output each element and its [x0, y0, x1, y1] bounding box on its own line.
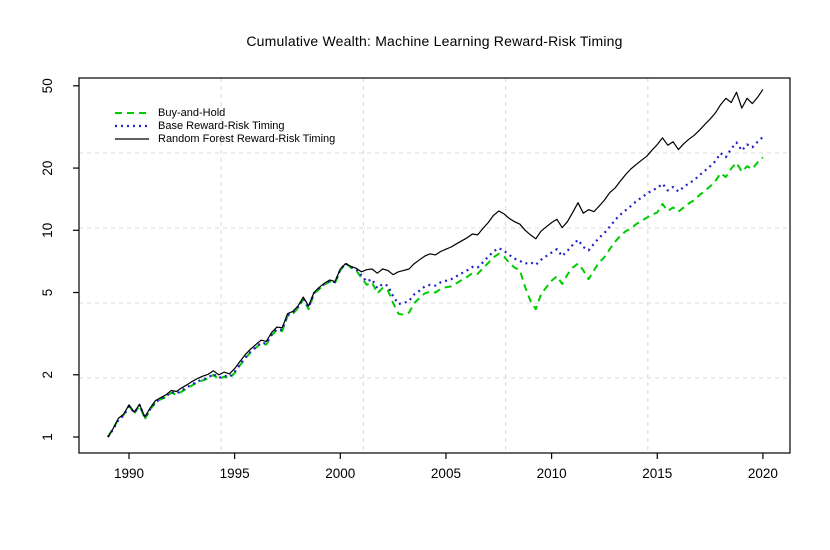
legend-line-icon-buy-and-hold [115, 111, 149, 114]
y-tick-label: 2 [40, 371, 55, 379]
series-line-buy-and-hold [107, 156, 764, 438]
x-tick-label: 1990 [114, 466, 144, 481]
x-tick-label: 2010 [537, 466, 567, 481]
legend-label: Buy-and-Hold [158, 106, 226, 119]
y-tick-label: 1 [40, 433, 55, 441]
y-tick-label: 20 [40, 161, 55, 176]
x-tick-label: 2000 [325, 466, 355, 481]
chart-title: Cumulative Wealth: Machine Learning Rewa… [246, 33, 623, 49]
legend-item-buy-and-hold: Buy-and-Hold [114, 106, 335, 119]
legend-label: Base Reward-Risk Timing [158, 119, 285, 132]
x-tick-label: 2020 [748, 466, 778, 481]
series-line-base-reward-risk-timing [106, 136, 764, 438]
legend-line-icon-base-reward-risk-timing [115, 124, 149, 127]
y-tick-label: 50 [40, 78, 55, 93]
legend-item-random-forest-reward-risk-timing: Random Forest Reward-Risk Timing [114, 132, 335, 145]
x-tick-label: 1995 [220, 466, 250, 481]
series-line-random-forest-reward-risk-timing [107, 89, 764, 438]
y-tick-label: 10 [40, 223, 55, 238]
plot-frame [78, 77, 791, 454]
x-tick-label: 2005 [431, 466, 461, 481]
legend-item-base-reward-risk-timing: Base Reward-Risk Timing [114, 119, 335, 132]
legend-label: Random Forest Reward-Risk Timing [158, 132, 336, 145]
legend-line-icon-random-forest-reward-risk-timing [115, 137, 149, 140]
x-tick-label: 2015 [642, 466, 672, 481]
y-tick-label: 5 [40, 289, 55, 297]
legend: Buy-and-Hold Base Reward-Risk Timing Rando… [114, 106, 335, 145]
